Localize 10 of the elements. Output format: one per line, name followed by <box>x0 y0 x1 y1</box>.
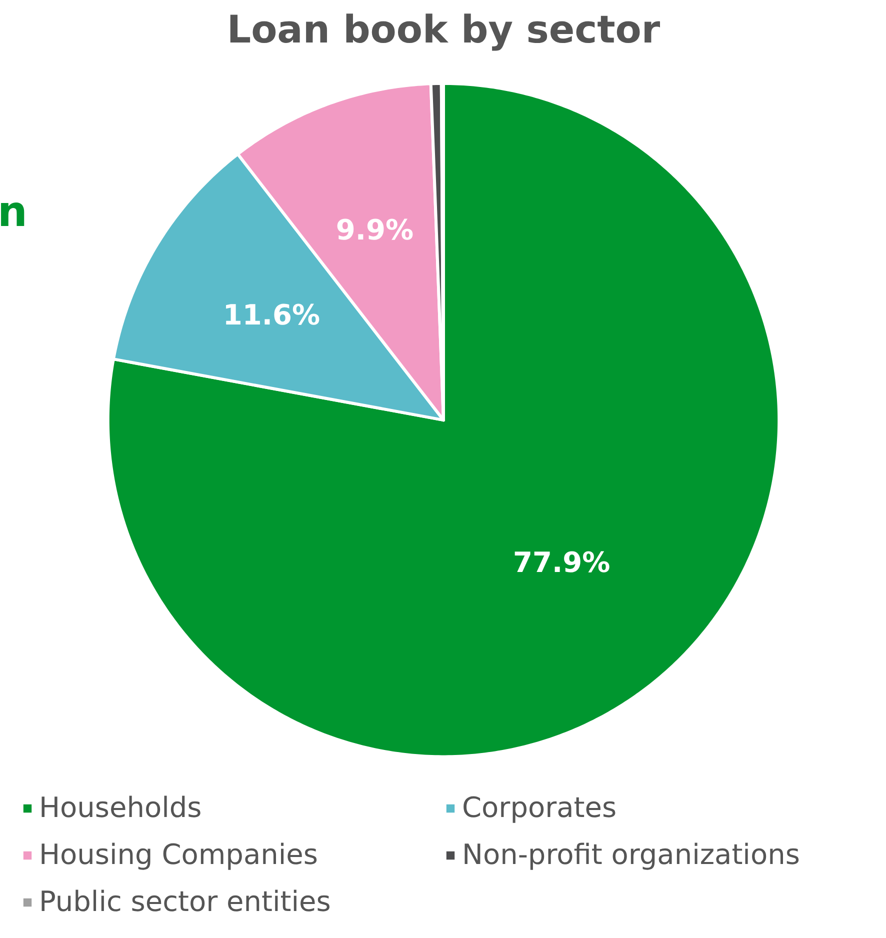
data-label: 11.6% <box>222 298 320 332</box>
data-label: 9.9% <box>336 214 414 247</box>
chart-title: Loan book by sector <box>226 8 660 52</box>
legend-label: Corporates <box>462 791 618 824</box>
text: n <box>0 186 28 236</box>
legend-label: Housing Companies <box>39 838 319 871</box>
legend-label: Households <box>39 791 203 824</box>
data-label: 77.9% <box>513 546 610 579</box>
legend-label: Non-profit organizations <box>462 838 801 871</box>
legend-label: Public sector entities <box>39 885 332 918</box>
